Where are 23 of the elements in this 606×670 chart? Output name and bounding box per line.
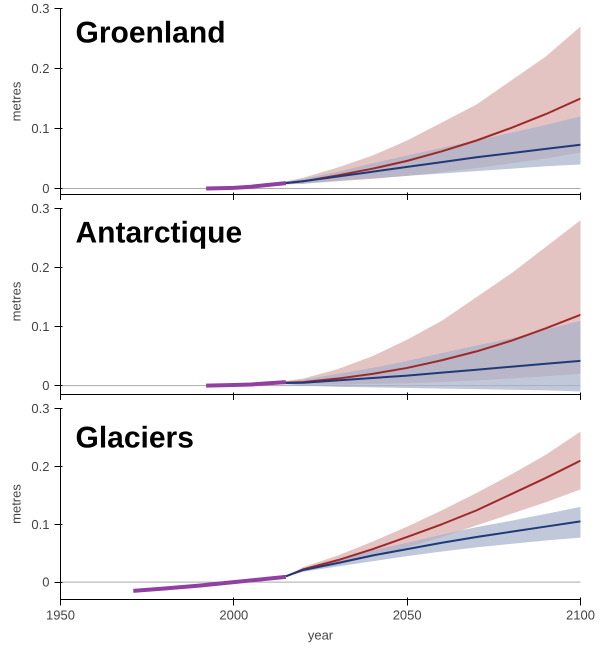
y-tick-label: 0.2 <box>31 260 50 276</box>
y-tick-label: 0.2 <box>31 61 50 76</box>
y-axis-title: metres <box>8 81 24 122</box>
y-tick-label: 0 <box>42 378 50 394</box>
y-axis-title: metres <box>8 281 24 322</box>
y-tick-label: 0.3 <box>31 201 50 216</box>
x-tick-label: 2000 <box>219 608 248 622</box>
y-tick-label: 0.1 <box>31 121 50 136</box>
y-tick-label: 0 <box>42 574 50 590</box>
x-axis-title: year <box>308 628 334 642</box>
x-tick-label: 1950 <box>46 608 75 622</box>
y-tick-label: 0.3 <box>31 1 50 16</box>
y-tick-label: 0.1 <box>31 319 50 334</box>
y-tick-label: 0 <box>42 181 50 196</box>
y-axis-title: metres <box>8 484 24 524</box>
chart-title: Glaciers <box>76 422 194 454</box>
x-tick-label: 2050 <box>392 608 422 622</box>
chart-title: Groenland <box>76 16 226 50</box>
y-tick-label: 0.1 <box>31 516 50 532</box>
y-tick-label: 0.2 <box>31 458 50 474</box>
x-tick-label: 2100 <box>566 608 595 622</box>
y-tick-label: 0.3 <box>31 401 50 416</box>
chart-title: Antarctique <box>76 216 242 250</box>
